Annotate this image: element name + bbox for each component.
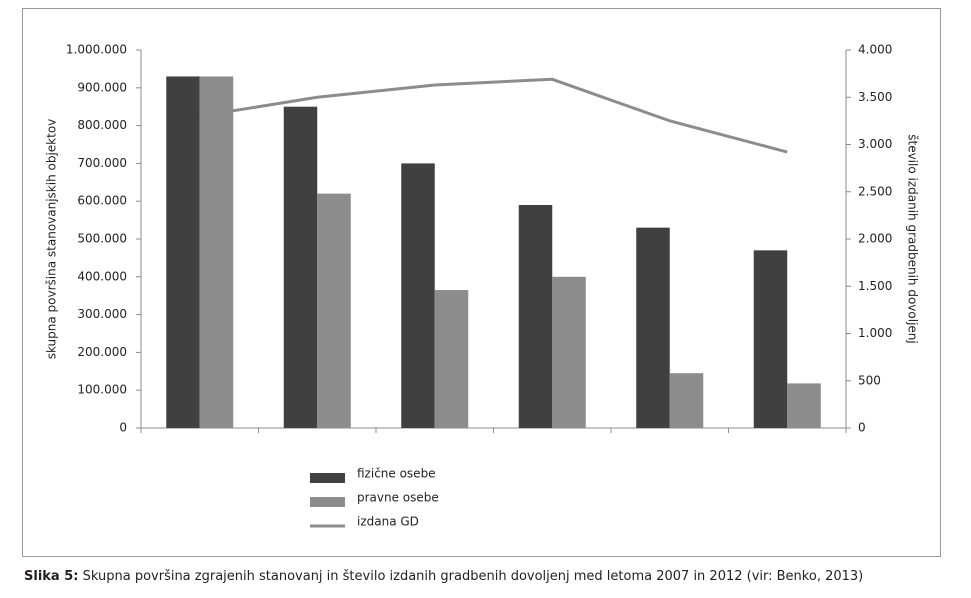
bar [787, 383, 821, 428]
bar [669, 373, 704, 428]
caption: Slika 5: Skupna površina zgrajenih stano… [24, 569, 863, 584]
bar [401, 163, 435, 428]
caption-label: Slika 5: [24, 569, 78, 584]
frame [22, 8, 941, 557]
y2-tick-label: 1.000 [858, 326, 892, 340]
bar [283, 106, 318, 428]
bar [317, 193, 351, 428]
legend-label: pravne osebe [357, 491, 439, 505]
y-tick-label: 900.000 [77, 80, 127, 94]
legend-label: izdana GD [357, 515, 419, 529]
bar [434, 290, 469, 428]
y-tick-label: 1.000.000 [66, 43, 127, 57]
y-tick-label: 500.000 [77, 232, 127, 246]
y-tick-label: 0 [119, 421, 127, 435]
bar [552, 276, 586, 428]
y2-tick-label: 0 [858, 421, 866, 435]
y2-axis-title: število izdanih gradbenih dovoljenj [906, 134, 920, 344]
y-tick-label: 300.000 [77, 307, 127, 321]
y2-tick-label: 500 [858, 373, 881, 387]
y-axis-title: skupna površina stanovanjskih objektov [45, 119, 59, 360]
y-tick-label: 700.000 [77, 156, 127, 170]
legend-swatch [310, 473, 345, 483]
y2-tick-label: 2.000 [858, 232, 892, 246]
y-tick-label: 200.000 [77, 345, 127, 359]
bar [753, 250, 788, 428]
y2-tick-label: 2.500 [858, 184, 892, 198]
y-tick-label: 600.000 [77, 194, 127, 208]
caption-text: Skupna površina zgrajenih stanovanj in š… [83, 569, 864, 584]
y2-tick-label: 3.500 [858, 90, 892, 104]
y-tick-label: 800.000 [77, 118, 127, 132]
y-tick-label: 400.000 [77, 269, 127, 283]
y-tick-label: 100.000 [77, 383, 127, 397]
line [199, 77, 788, 154]
bar [199, 76, 234, 429]
legend-label: fizične osebe [357, 467, 436, 481]
bar [166, 76, 200, 429]
legend-swatch [310, 497, 345, 507]
bar [636, 227, 670, 428]
y2-tick-label: 1.500 [858, 279, 892, 293]
y2-tick-label: 4.000 [858, 43, 892, 57]
bar [518, 204, 553, 428]
y2-tick-label: 3.000 [858, 137, 892, 151]
